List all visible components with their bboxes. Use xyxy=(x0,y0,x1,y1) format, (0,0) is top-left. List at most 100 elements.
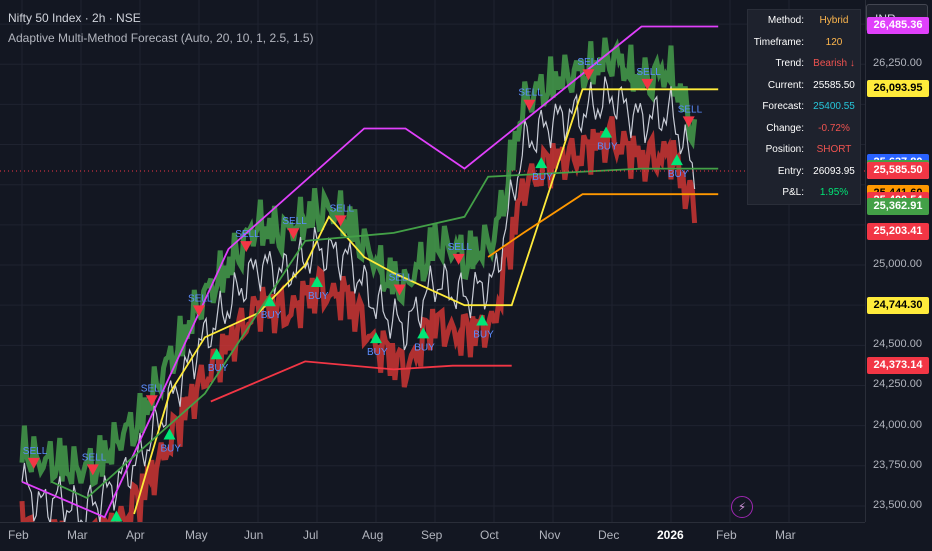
price-label-badge: 25,203.41 xyxy=(867,223,929,241)
sell-arrow xyxy=(193,305,205,317)
time-label: Feb xyxy=(716,528,737,542)
sell-arrow xyxy=(682,116,695,128)
chart-legend: Nifty 50 Index · 2h · NSE Adaptive Multi… xyxy=(8,9,314,47)
info-value: -0.72% xyxy=(818,122,850,134)
time-label: Sep xyxy=(421,528,443,542)
info-value: Hybrid xyxy=(819,15,849,27)
buy-arrow xyxy=(263,295,276,307)
info-row: Current: 25585.50 xyxy=(748,75,860,97)
info-key: Forecast: xyxy=(762,101,804,113)
level-line xyxy=(487,193,719,258)
time-axis[interactable] xyxy=(0,522,865,551)
info-key: Position: xyxy=(765,144,804,156)
info-row: Position: SHORT xyxy=(748,139,860,161)
buy-label: BUY xyxy=(532,172,553,183)
info-row: Trend: Bearish ↓ xyxy=(748,53,860,75)
time-label: Mar xyxy=(67,528,88,542)
info-value: Bearish ↓ xyxy=(813,58,855,70)
buy-arrow xyxy=(417,327,430,339)
lightning-icon[interactable]: ⚡ xyxy=(731,496,753,518)
info-value: 120 xyxy=(825,36,843,48)
sell-arrow xyxy=(582,69,595,81)
symbol-title[interactable]: Nifty 50 Index · 2h · NSE xyxy=(8,11,141,25)
level-line xyxy=(51,167,719,499)
buy-arrow xyxy=(110,510,123,522)
time-label: Jul xyxy=(303,528,319,542)
info-value: SHORT xyxy=(816,144,852,156)
info-value: 1.95% xyxy=(819,187,849,199)
sell-label: SELL xyxy=(448,242,473,253)
buy-label: BUY xyxy=(473,330,494,341)
buy-arrow xyxy=(600,126,613,138)
info-row: Timeframe: 120 xyxy=(748,32,860,54)
sell-arrow xyxy=(393,284,406,296)
sell-label: SELL xyxy=(636,67,661,78)
sell-arrow xyxy=(145,395,158,407)
sell-label: SELL xyxy=(518,88,543,99)
price-tick: 24,000.00 xyxy=(873,418,922,431)
sell-arrow xyxy=(641,78,654,90)
buy-arrow xyxy=(210,348,223,360)
price-label-badge: 26,093.95 xyxy=(867,80,929,98)
buy-arrow xyxy=(163,428,176,440)
info-value: 25400.55 xyxy=(813,101,855,113)
indicator-title[interactable]: Adaptive Multi-Method Forecast (Auto, 20… xyxy=(8,31,314,45)
info-row: Change: -0.72% xyxy=(748,118,860,140)
level-line xyxy=(21,25,719,519)
sell-arrow xyxy=(287,228,300,240)
sell-arrow xyxy=(27,457,40,469)
price-label-badge: 24,373.14 xyxy=(867,356,929,374)
buy-arrow xyxy=(670,154,683,166)
time-label: Oct xyxy=(480,528,499,542)
chart-canvas: BUYBUYBUYBUYBUYBUYBUYBUYBUYBUYBUYBUYSELL… xyxy=(0,0,865,522)
price-tick: 24,250.00 xyxy=(873,378,922,391)
time-label: May xyxy=(185,528,208,542)
time-label: Nov xyxy=(539,528,561,542)
info-row: Entry: 26093.95 xyxy=(748,161,860,183)
sell-arrow xyxy=(86,464,99,476)
buy-label: BUY xyxy=(668,169,689,180)
sell-label: SELL xyxy=(577,57,602,68)
buy-label: BUY xyxy=(308,291,329,302)
level-line xyxy=(210,360,512,403)
time-label: Jun xyxy=(244,528,264,542)
price-label-badge: 26,485.36 xyxy=(867,17,929,35)
buy-label: BUY xyxy=(597,142,618,153)
sell-arrow xyxy=(334,215,347,227)
sell-label: SELL xyxy=(141,383,166,394)
sell-arrow xyxy=(240,241,253,253)
info-row: Forecast: 25400.55 xyxy=(748,96,860,118)
sell-label: SELL xyxy=(389,272,414,283)
sell-label: SELL xyxy=(282,216,307,227)
info-table: Method: Hybrid Timeframe: 120 Trend: Bearish … xyxy=(747,9,861,205)
time-label: 2026 xyxy=(657,528,684,542)
sell-label: SELL xyxy=(235,229,260,240)
price-chart[interactable]: BUYBUYBUYBUYBUYBUYBUYBUYBUYBUYBUYBUYSELL… xyxy=(0,0,865,522)
price-label-badge: 25,585.50 xyxy=(867,161,929,179)
info-value: 26093.95 xyxy=(813,165,855,177)
info-value: 25585.50 xyxy=(813,79,855,91)
info-key: Trend: xyxy=(775,58,804,70)
price-tick: 23,500.00 xyxy=(873,498,922,511)
time-label: Feb xyxy=(8,528,29,542)
price-tick: 23,750.00 xyxy=(873,458,922,471)
price-tick: 26,250.00 xyxy=(873,57,922,70)
info-key: Timeframe: xyxy=(753,36,804,48)
price-label-badge: 24,744.30 xyxy=(867,297,929,315)
sell-label: SELL xyxy=(23,446,48,457)
sell-label: SELL xyxy=(678,104,703,115)
price-tick: 25,000.00 xyxy=(873,258,922,270)
info-row: P&L: 1.95% xyxy=(748,182,860,204)
info-key: Current: xyxy=(767,79,804,91)
buy-label: BUY xyxy=(161,444,182,455)
sell-label: SELL xyxy=(330,203,355,214)
info-key: Change: xyxy=(766,122,804,134)
time-label: Apr xyxy=(126,528,145,542)
info-row: Method: Hybrid xyxy=(748,10,860,32)
forecast-lower-band xyxy=(19,115,698,522)
buy-label: BUY xyxy=(414,342,435,353)
buy-arrow xyxy=(311,275,323,287)
price-tick: 24,500.00 xyxy=(873,338,922,351)
sell-arrow xyxy=(523,99,536,111)
info-key: Entry: xyxy=(777,165,804,177)
